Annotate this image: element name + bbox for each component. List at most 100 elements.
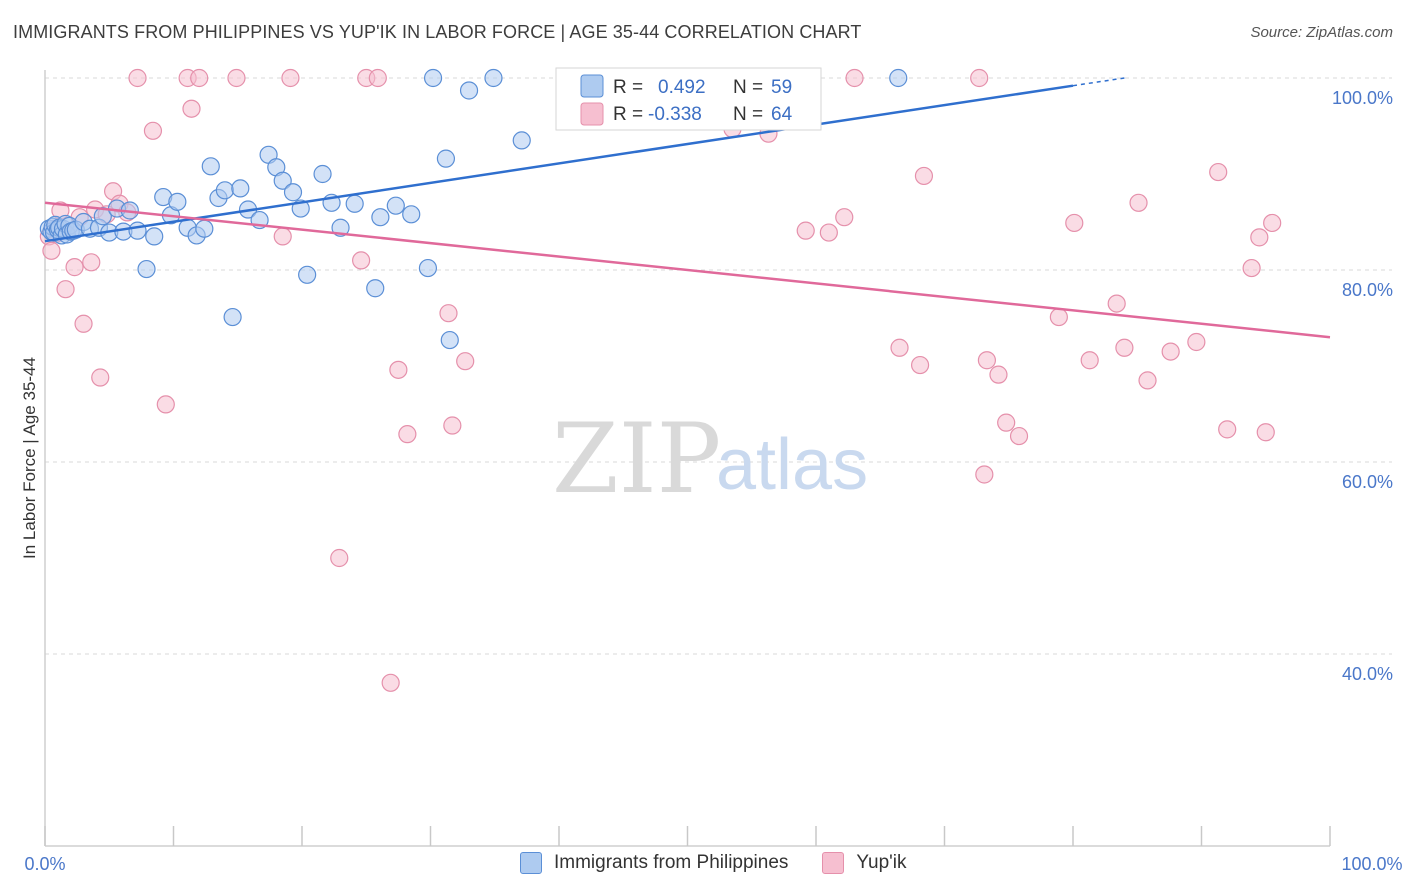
legend-item-philippines[interactable]: Immigrants from Philippines <box>520 852 788 874</box>
yupik-point <box>456 352 475 371</box>
yupik-point <box>819 223 838 242</box>
philippines-point <box>459 81 479 100</box>
x-ticks <box>44 826 1331 846</box>
yupik-point <box>796 221 815 240</box>
yupik-point <box>389 360 408 379</box>
stats-swatch-pink <box>580 102 604 126</box>
yupik-point <box>1129 193 1148 212</box>
philippines-point <box>440 330 459 350</box>
yupik-point <box>128 68 147 88</box>
chart-source: Source: ZipAtlas.com <box>1250 24 1393 41</box>
philippines-point <box>231 179 250 198</box>
philippines-point <box>484 68 503 88</box>
yupik-point <box>398 425 417 444</box>
philippines-point <box>418 258 438 278</box>
trend-lines <box>44 77 1331 339</box>
stats-r-value-2: -0.338 <box>648 104 702 125</box>
yupik-point <box>835 208 854 227</box>
yupik-point <box>56 280 75 299</box>
stats-n-value-2: 64 <box>771 104 793 125</box>
yupik-point <box>156 395 175 414</box>
y-tick-label: 40.0% <box>1342 664 1393 684</box>
philippines-point <box>371 208 390 227</box>
yupik-point <box>91 368 110 387</box>
yupik-point <box>1187 332 1206 352</box>
yupik-point <box>845 68 864 88</box>
legend-item-yupik[interactable]: Yup'ik <box>822 852 907 874</box>
philippines-point <box>889 68 908 88</box>
yupik-point <box>281 68 300 88</box>
yupik-point <box>1049 307 1068 327</box>
legend-swatch-philippines <box>520 852 542 874</box>
y-tick-label: 80.0% <box>1342 280 1393 300</box>
philippines-trend-line <box>44 84 1074 243</box>
y-axis-label: In Labor Force | Age 35-44 <box>20 357 39 559</box>
yupik-point <box>910 355 930 375</box>
philippines-point <box>145 227 164 246</box>
yupik-point <box>42 241 61 260</box>
watermark-atlas: atlas <box>716 425 868 505</box>
y-tick-label: 60.0% <box>1342 472 1393 492</box>
yupik-point <box>1263 213 1282 233</box>
philippines-point <box>168 192 187 211</box>
yupik-point <box>439 304 458 323</box>
philippines-point <box>137 259 156 279</box>
watermark-zip: ZIP <box>552 403 721 515</box>
y-tick-labels: 40.0% 60.0% 80.0% 100.0% <box>1332 88 1393 684</box>
yupik-point <box>914 166 934 186</box>
yupik-point <box>1161 342 1180 361</box>
philippines-trend-extension <box>1072 77 1125 87</box>
philippines-point <box>402 205 421 224</box>
yupik-point <box>227 68 246 88</box>
yupik-point <box>143 121 163 140</box>
yupik-point <box>82 253 101 272</box>
yupik-point <box>330 548 349 568</box>
yupik-points <box>39 68 1282 692</box>
yupik-point <box>1065 213 1084 233</box>
yupik-point <box>977 351 997 370</box>
yupik-point <box>190 68 209 88</box>
yupik-point <box>997 413 1016 432</box>
stats-n-value-1: 59 <box>771 77 792 98</box>
yupik-point <box>443 416 462 435</box>
yupik-trend-line <box>44 201 1331 339</box>
y-tick-label: 100.0% <box>1332 88 1393 108</box>
stats-n-label-2: N = <box>733 104 763 125</box>
yupik-point <box>381 673 400 692</box>
stats-n-label-1: N = <box>733 77 763 98</box>
philippines-points <box>39 68 908 350</box>
bottom-legend: Immigrants from Philippines Yup'ik <box>520 852 941 874</box>
chart-title: IMMIGRANTS FROM PHILIPPINES VS YUP'IK IN… <box>13 22 862 42</box>
legend-label-philippines: Immigrants from Philippines <box>554 852 789 873</box>
stats-r-label-2: R = <box>613 104 643 125</box>
x-tick-label-min: 0.0% <box>24 854 65 874</box>
philippines-point <box>345 194 364 213</box>
yupik-point <box>368 68 387 88</box>
yupik-point <box>989 365 1008 384</box>
philippines-point <box>201 157 220 176</box>
stats-r-label-1: R = <box>613 77 643 98</box>
philippines-point <box>386 196 405 215</box>
yupik-point <box>1256 423 1275 442</box>
philippines-point <box>283 183 303 202</box>
philippines-point <box>215 181 234 200</box>
yupik-point <box>65 258 84 277</box>
yupik-point <box>1242 258 1261 278</box>
philippines-point <box>128 221 147 240</box>
philippines-point <box>313 164 332 184</box>
yupik-point <box>1209 162 1228 182</box>
yupik-point <box>1115 338 1134 357</box>
philippines-point <box>366 279 385 298</box>
yupik-point <box>1009 426 1029 446</box>
philippines-point <box>298 265 317 284</box>
stats-r-value-1: 0.492 <box>658 77 706 98</box>
stats-swatch-blue <box>580 74 604 98</box>
yupik-point <box>273 227 292 246</box>
philippines-point <box>331 218 350 237</box>
legend-label-yupik: Yup'ik <box>856 852 907 873</box>
yupik-point <box>1080 351 1099 370</box>
watermark: ZIP atlas <box>552 403 868 515</box>
yupik-point <box>74 314 93 333</box>
yupik-point <box>890 338 909 357</box>
